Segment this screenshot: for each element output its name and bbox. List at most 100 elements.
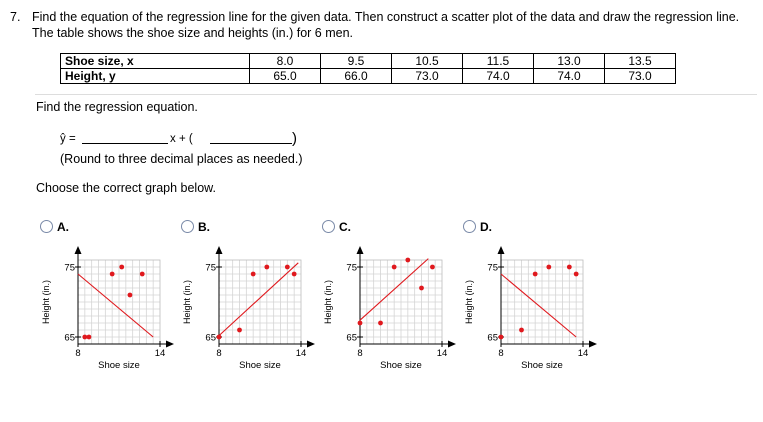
data-table: Shoe size, x 8.0 9.5 10.5 11.5 13.0 13.5…	[60, 53, 676, 84]
radio-button[interactable]	[463, 220, 476, 233]
x-axis-arrow	[166, 340, 174, 348]
table-cell: 13.5	[604, 53, 676, 69]
regression-prompt: Find the regression equation.	[36, 100, 198, 114]
row-header: Height, y	[60, 68, 250, 84]
option-label: B.	[198, 220, 210, 234]
data-point	[357, 320, 363, 326]
rounding-hint: (Round to three decimal places as needed…	[60, 152, 303, 166]
x-tick-label: 8	[357, 348, 362, 359]
y-tick-label: 75	[346, 263, 357, 274]
table-cell: 74.0	[462, 68, 534, 84]
x-axis-label: Shoe size	[239, 360, 281, 371]
x-axis-arrow	[307, 340, 315, 348]
x-tick-label: 14	[296, 348, 307, 359]
regression-line	[77, 273, 154, 338]
data-point	[378, 320, 383, 326]
y-tick-label: 75	[205, 263, 216, 274]
y-axis-label: Height (in.)	[464, 280, 474, 324]
yhat-label: ŷ =	[60, 133, 76, 145]
y-tick-label: 65	[487, 333, 498, 344]
data-point	[109, 271, 115, 277]
table-cell: 9.5	[320, 53, 392, 69]
data-point	[566, 264, 572, 270]
data-point	[284, 264, 290, 270]
data-point	[391, 264, 397, 270]
table-cell: 74.0	[533, 68, 605, 84]
row-header: Shoe size, x	[60, 53, 250, 69]
data-point	[264, 264, 270, 270]
table-cell: 65.0	[249, 68, 321, 84]
x-tick-label: 14	[437, 348, 448, 359]
y-axis-label: Height (in.)	[41, 280, 51, 324]
table-cell: 66.0	[320, 68, 392, 84]
graph-a: 75 658 14 Shoe size Height (in.)	[41, 246, 174, 371]
table-row: Height, y 65.0 66.0 73.0 74.0 74.0 73.0	[60, 68, 676, 84]
x-tick-label: 8	[216, 348, 221, 359]
slope-input[interactable]	[82, 130, 168, 144]
table-cell: 73.0	[391, 68, 463, 84]
radio-button[interactable]	[40, 220, 53, 233]
data-point	[119, 264, 125, 270]
table-cell: 10.5	[391, 53, 463, 69]
data-point	[573, 271, 579, 277]
x-axis-arrow	[589, 340, 597, 348]
data-point	[127, 292, 133, 298]
graph-d: 75 658 14 Shoe size Height (in.)	[464, 246, 597, 371]
x-tick-label: 8	[498, 348, 503, 359]
regression-line	[500, 273, 577, 338]
x-axis-label: Shoe size	[380, 360, 422, 371]
y-tick-label: 65	[64, 333, 75, 344]
data-point	[216, 334, 222, 340]
x-axis-label: Shoe size	[98, 360, 140, 371]
y-tick-label: 75	[64, 263, 75, 274]
x-plus-label: x + (	[170, 133, 193, 145]
table-cell: 73.0	[604, 68, 676, 84]
question-number: 7.	[10, 10, 21, 24]
y-axis-arrow	[215, 246, 223, 254]
y-tick-label: 75	[487, 263, 498, 274]
x-tick-label: 8	[75, 348, 80, 359]
graph-b: 75 658 14 Shoe size Height (in.)	[182, 246, 315, 371]
graph-prompt: Choose the correct graph below.	[36, 181, 216, 195]
table-cell: 11.5	[462, 53, 534, 69]
option-label: A.	[57, 220, 69, 234]
intercept-input[interactable]	[210, 130, 292, 144]
data-point	[250, 271, 256, 277]
y-tick-label: 65	[205, 333, 216, 344]
data-point	[82, 334, 88, 340]
x-axis-arrow	[448, 340, 456, 348]
question-text: Find the equation of the regression line…	[32, 10, 740, 40]
data-point	[546, 264, 552, 270]
divider	[35, 94, 757, 95]
close-paren: )	[292, 130, 297, 147]
option-label: D.	[480, 220, 492, 234]
x-axis-label: Shoe size	[521, 360, 563, 371]
table-row: Shoe size, x 8.0 9.5 10.5 11.5 13.0 13.5	[60, 53, 676, 69]
data-point	[532, 271, 538, 277]
data-point	[291, 271, 297, 277]
data-point	[237, 327, 242, 333]
data-point	[430, 264, 435, 270]
data-point	[419, 285, 424, 291]
data-point	[405, 257, 411, 263]
data-point	[139, 271, 145, 277]
option-label: C.	[339, 220, 351, 234]
regression-line	[218, 262, 299, 337]
y-axis-label: Height (in.)	[323, 280, 333, 324]
data-point	[519, 327, 524, 333]
y-axis-arrow	[497, 246, 505, 254]
regression-equation: ŷ = x + ( )	[60, 128, 320, 150]
table-cell: 8.0	[249, 53, 321, 69]
y-axis-label: Height (in.)	[182, 280, 192, 324]
y-axis-arrow	[74, 246, 82, 254]
table-cell: 13.0	[533, 53, 605, 69]
y-axis-arrow	[356, 246, 364, 254]
radio-button[interactable]	[322, 220, 335, 233]
data-point	[498, 334, 504, 340]
graph-c: 75 658 14 Shoe size Height (in.)	[323, 246, 456, 371]
regression-line	[359, 258, 429, 321]
radio-button[interactable]	[181, 220, 194, 233]
data-point	[86, 334, 92, 340]
x-tick-label: 14	[578, 348, 589, 359]
y-tick-label: 65	[346, 333, 357, 344]
